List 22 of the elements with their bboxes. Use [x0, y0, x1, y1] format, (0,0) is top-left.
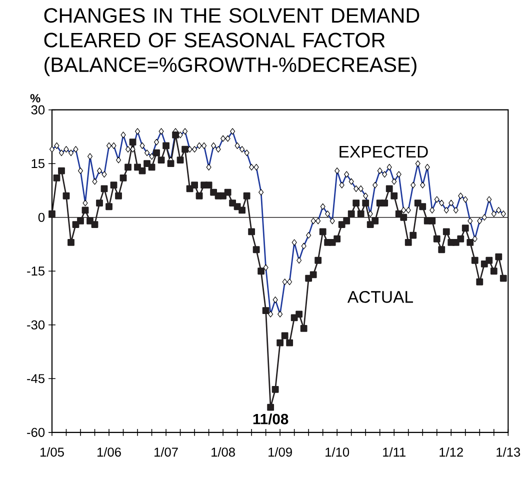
y-tick-label: 15 [32, 159, 44, 168]
chart-title: CHANGES IN THE SOLVENT DEMAND CLEARED OF SEASONAL FACTOR [44, 8, 420, 48]
series-label: EXPECTED [340, 146, 428, 158]
y-tick-label: -15 [27, 266, 44, 276]
y-tick-label: -60 [27, 428, 45, 437]
y-axis-title: % [30, 94, 40, 102]
x-tick-label: 1/10 [326, 447, 350, 457]
x-tick-label: 1/13 [496, 447, 520, 457]
y-tick-label: -30 [27, 320, 45, 330]
y-tick-label: 30 [31, 105, 45, 114]
x-tick-label: 1/07 [154, 447, 178, 457]
chart-subtitle: (BALANCE=%GROWTH-%DECREASE) [44, 56, 416, 76]
x-tick-label: 1/08 [212, 447, 235, 457]
x-tick-label: 1/09 [268, 447, 292, 457]
text: ACTUAL [347, 291, 413, 303]
x-tick-label: 1/12 [440, 447, 463, 457]
x-tick-label: 1/06 [98, 447, 121, 457]
y-tick-label: 0 [38, 212, 45, 222]
y-tick-label: -45 [27, 374, 44, 384]
annotation: 11/08 [253, 413, 288, 424]
x-tick-label: 1/05 [40, 447, 64, 457]
x-tick-label: 1/11 [383, 447, 406, 457]
